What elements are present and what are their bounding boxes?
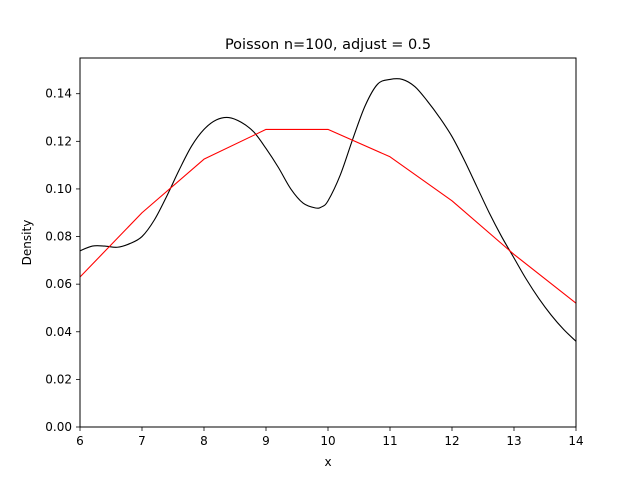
series-line-2 [80, 128, 576, 304]
y-tick-label: 0.04 [45, 325, 72, 339]
y-axis-title: Density [20, 220, 34, 266]
x-tick-label: 13 [506, 434, 521, 448]
x-tick-label: 9 [262, 434, 270, 448]
y-tick-label: 0.08 [45, 230, 72, 244]
y-axis: 0.00 0.02 0.04 0.06 0.08 0.10 0.12 0.14 [45, 87, 80, 434]
x-tick-label: 6 [76, 434, 84, 448]
y-tick-label: 0.12 [45, 134, 72, 148]
x-tick-label: 11 [382, 434, 397, 448]
y-tick-label: 0.00 [45, 420, 72, 434]
y-tick-label: 0.06 [45, 277, 72, 291]
x-tick-label: 8 [200, 434, 208, 448]
chart-title: Poisson n=100, adjust = 0.5 [225, 37, 431, 53]
x-axis-title: x [324, 455, 331, 469]
x-tick-label: 14 [568, 434, 583, 448]
y-tick-label: 0.10 [45, 182, 72, 196]
x-tick-label: 7 [138, 434, 146, 448]
series-line-1 [80, 78, 576, 342]
series-layer [80, 78, 576, 342]
x-axis: 6 7 8 9 10 11 12 13 14 [76, 427, 584, 448]
x-tick-label: 10 [320, 434, 335, 448]
x-tick-label: 12 [444, 434, 459, 448]
y-tick-label: 0.02 [45, 372, 72, 386]
y-tick-label: 0.14 [45, 87, 72, 101]
